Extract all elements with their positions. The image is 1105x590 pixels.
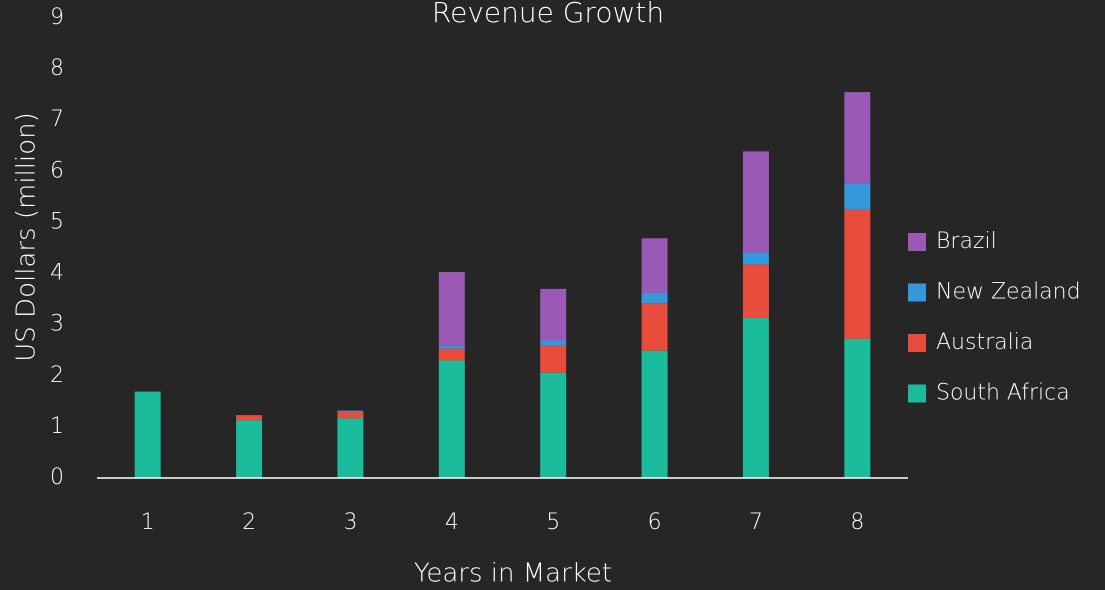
bar-segment <box>236 415 263 421</box>
x-tick-label: 2 <box>242 510 256 535</box>
bar-segment <box>742 264 769 319</box>
bar-segment <box>438 345 465 349</box>
bar-segment <box>742 151 769 253</box>
bar-segment <box>337 418 364 478</box>
bar-segment <box>641 350 668 478</box>
y-tick-label: 1 <box>50 414 64 439</box>
y-tick-label: 7 <box>50 107 64 132</box>
x-axis-label: Years in Market <box>414 559 612 589</box>
legend-label: South Africa <box>936 381 1070 406</box>
bar-segment <box>844 209 871 339</box>
bar-segment <box>337 410 364 412</box>
legend-swatch <box>908 334 926 352</box>
bar-segment <box>844 338 871 478</box>
bar-segment <box>540 345 567 373</box>
bar-segment <box>236 420 263 478</box>
y-tick-label: 8 <box>50 56 64 81</box>
legend-swatch <box>908 283 926 302</box>
x-tick-label: 8 <box>850 510 864 535</box>
bar-segment <box>844 92 871 184</box>
y-tick-label: 6 <box>50 158 64 183</box>
y-tick-label: 9 <box>50 5 64 30</box>
bar-segment <box>540 288 567 341</box>
bar-segment <box>438 360 465 478</box>
bar-segment <box>438 272 465 346</box>
bar-segment <box>134 391 161 478</box>
bar-segment <box>540 372 567 478</box>
bar-segment <box>540 340 567 346</box>
x-tick-label: 7 <box>749 510 763 535</box>
bar-segment <box>337 411 364 419</box>
chart-title: Revenue Growth <box>432 0 664 29</box>
legend-label: New Zealand <box>936 280 1081 305</box>
x-tick-label: 5 <box>546 510 560 535</box>
bar-segment <box>641 238 668 293</box>
y-tick-label: 4 <box>50 261 64 286</box>
bar-segment <box>742 252 769 265</box>
y-tick-label: 0 <box>50 465 64 490</box>
legend-label: Brazil <box>936 229 997 254</box>
legend-label: Australia <box>936 330 1033 355</box>
y-tick-label: 2 <box>50 363 64 388</box>
x-tick-label: 4 <box>445 510 459 535</box>
y-tick-label: 5 <box>50 209 64 234</box>
legend-swatch <box>908 384 926 403</box>
bar-segment <box>641 303 668 351</box>
x-tick-label: 6 <box>648 510 662 535</box>
bar-segment <box>438 348 465 361</box>
bar-segment <box>844 183 871 210</box>
bar-segment <box>742 318 769 478</box>
bar-segment <box>641 292 668 304</box>
x-tick-label: 3 <box>343 510 357 535</box>
legend-swatch <box>908 233 926 251</box>
y-tick-label: 3 <box>50 312 64 337</box>
x-tick-label: 1 <box>141 510 155 535</box>
y-axis-label: US Dollars (million) <box>12 112 42 362</box>
